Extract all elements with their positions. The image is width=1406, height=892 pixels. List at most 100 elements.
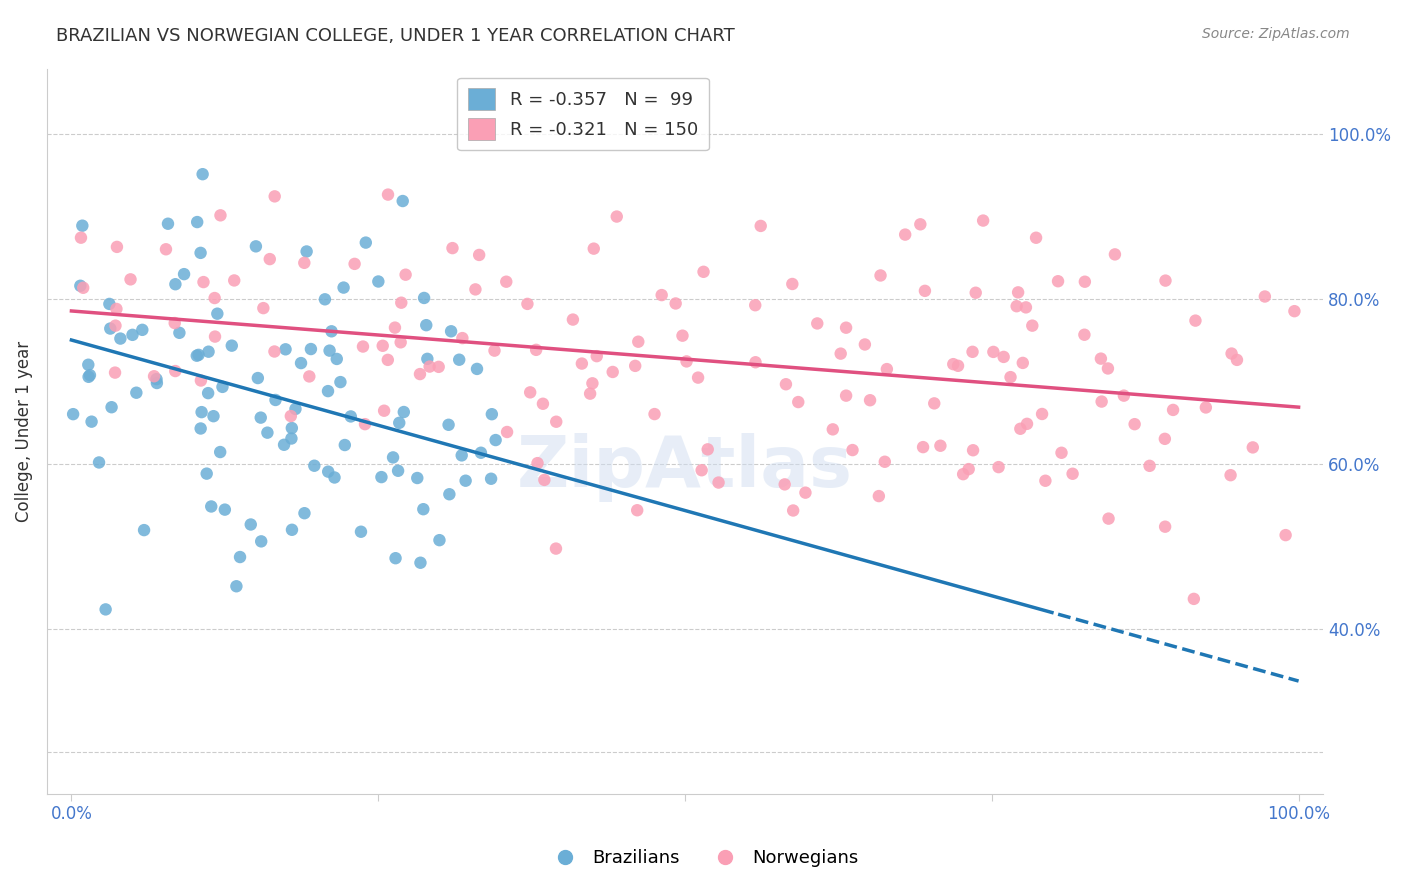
Point (449, 352, 471, 367)
Point (481, 407, 503, 421)
Point (343, 257, 366, 271)
Point (298, 369, 321, 384)
Point (782, 503, 804, 517)
Point (339, 409, 361, 424)
Point (371, 339, 394, 353)
Point (859, 393, 882, 408)
Point (496, 425, 519, 439)
Point (1284, 304, 1306, 318)
Point (1154, 519, 1177, 533)
Point (972, 213, 994, 227)
Point (214, 502, 236, 516)
Point (274, 343, 297, 357)
Point (516, 297, 538, 311)
Point (853, 337, 876, 351)
Point (835, 320, 858, 334)
Point (942, 357, 965, 371)
Point (263, 189, 285, 203)
Point (686, 370, 709, 384)
Point (314, 293, 336, 307)
Point (329, 375, 352, 389)
Point (415, 318, 437, 333)
Point (957, 462, 980, 476)
Point (644, 407, 666, 421)
Point (121, 327, 143, 342)
Point (690, 463, 713, 477)
Point (602, 365, 624, 379)
Point (1050, 446, 1073, 460)
Point (696, 442, 718, 457)
Point (1254, 289, 1277, 303)
Point (252, 301, 274, 315)
Point (165, 364, 187, 378)
Point (131, 323, 153, 337)
Point (326, 351, 349, 366)
Point (229, 549, 252, 564)
Point (70, 230, 93, 244)
Point (77, 369, 100, 384)
Point (782, 277, 804, 291)
Point (246, 371, 269, 385)
Point (388, 416, 411, 430)
Point (132, 523, 155, 537)
Point (1182, 591, 1205, 606)
Point (367, 275, 389, 289)
Point (744, 355, 766, 369)
Point (1025, 231, 1047, 245)
Point (333, 438, 356, 452)
Point (207, 307, 229, 321)
Point (145, 372, 167, 386)
Point (485, 433, 508, 447)
Point (87, 455, 110, 469)
Point (318, 343, 340, 358)
Point (876, 362, 898, 376)
Point (72, 281, 94, 295)
Point (1154, 274, 1177, 288)
Point (304, 458, 326, 473)
Point (209, 445, 232, 459)
Point (1007, 285, 1029, 300)
Point (1047, 274, 1070, 288)
Point (105, 301, 128, 316)
Point (209, 208, 232, 222)
Point (100, 401, 122, 415)
Point (409, 367, 432, 381)
Point (1241, 441, 1264, 455)
Point (821, 422, 844, 436)
Point (1074, 275, 1097, 289)
Point (190, 405, 212, 419)
Point (239, 517, 262, 532)
Point (1153, 432, 1175, 446)
Point (197, 344, 219, 359)
Point (582, 242, 605, 256)
Point (224, 273, 246, 287)
Point (454, 474, 477, 488)
Point (190, 374, 212, 388)
Point (391, 194, 413, 208)
Point (773, 477, 796, 491)
Point (190, 421, 212, 435)
Point (1123, 417, 1146, 432)
Point (263, 344, 285, 359)
Point (377, 187, 399, 202)
Point (787, 395, 810, 409)
Point (323, 470, 346, 484)
Point (316, 384, 339, 398)
Point (484, 343, 506, 358)
Point (692, 265, 714, 279)
Point (292, 256, 315, 270)
Point (1005, 299, 1028, 313)
Point (439, 487, 461, 501)
Point (1011, 356, 1033, 370)
Point (571, 357, 593, 371)
Point (110, 332, 132, 346)
Point (389, 335, 412, 350)
Point (80, 415, 103, 429)
Point (830, 346, 852, 360)
Point (451, 331, 474, 345)
Point (624, 359, 647, 373)
Point (352, 339, 374, 353)
Point (1097, 511, 1119, 525)
Point (1000, 370, 1022, 384)
Point (281, 421, 304, 435)
